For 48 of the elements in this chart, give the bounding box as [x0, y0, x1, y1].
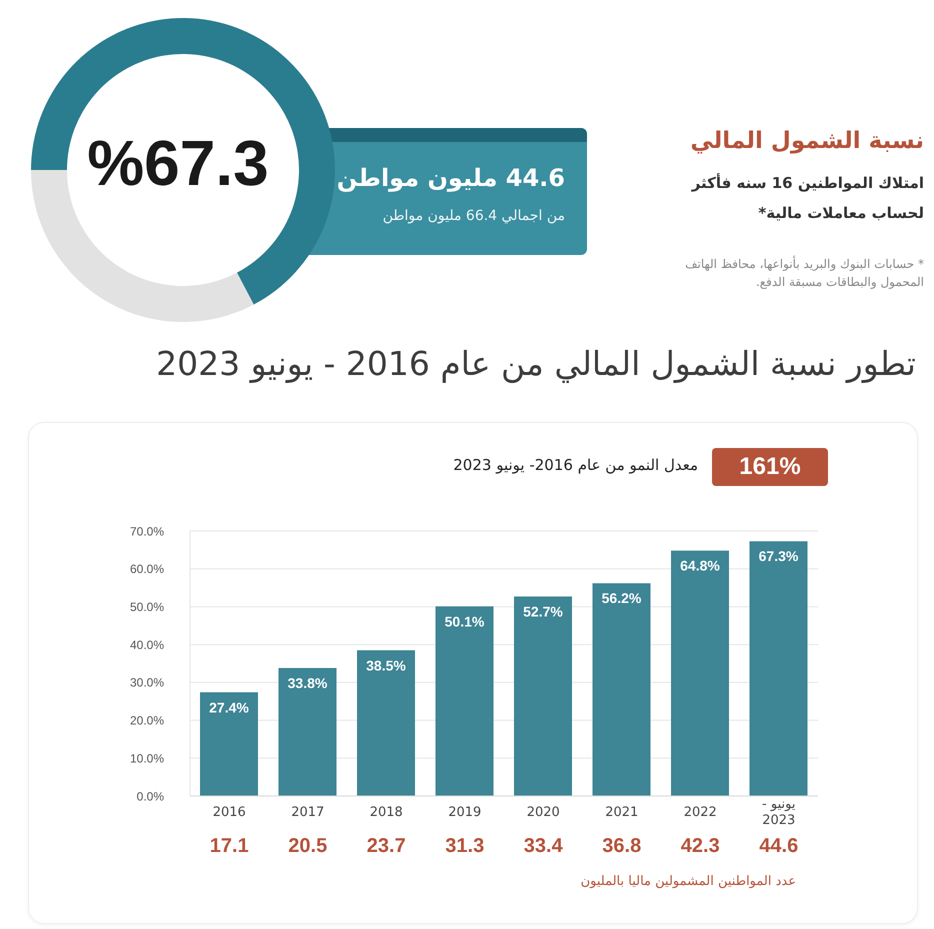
bar: [278, 668, 336, 796]
y-tick-label: 0.0%: [136, 789, 164, 804]
y-tick-label: 10.0%: [130, 751, 164, 766]
donut-slice: [31, 18, 335, 305]
data-label: 52.7%: [523, 603, 564, 620]
bar: [592, 583, 650, 796]
bar: [357, 650, 415, 796]
bar: [200, 692, 258, 796]
text: 23.7: [366, 835, 407, 858]
bar: [436, 606, 494, 796]
x-tick-label: 2020: [526, 805, 560, 820]
data-label: 27.4%: [209, 699, 250, 716]
x-tick-label: 2019: [448, 805, 482, 820]
x-tick-label: 2017: [291, 805, 324, 820]
y-tick-label: 60.0%: [130, 562, 164, 576]
data-label: 56.2%: [602, 590, 642, 606]
text: 20.5: [287, 835, 328, 858]
text: 44.6: [758, 835, 800, 858]
text: 161%: [712, 448, 828, 486]
x-tick-label: 2021: [605, 805, 638, 820]
y-tick-label: 40.0%: [130, 638, 164, 652]
x-tick-label: 2018: [370, 805, 403, 820]
bar: [671, 550, 729, 796]
chart-subtitle: معدل النمو من عام 2016- يونيو 2023: [453, 456, 698, 474]
data-label: 64.8%: [680, 558, 720, 574]
data-label: 38.5%: [366, 657, 406, 674]
data-label: 33.8%: [288, 675, 328, 692]
y-tick-label: 30.0%: [130, 676, 164, 690]
text: 36.8: [601, 835, 642, 858]
x-tick-label: 2022: [684, 805, 717, 820]
data-label: 67.3%: [758, 548, 799, 564]
text: 31.3: [444, 835, 486, 858]
bar: [750, 541, 808, 796]
data-label: 50.1%: [444, 613, 485, 630]
y-tick-label: 50.0%: [130, 600, 164, 614]
data-label: %67.3: [86, 126, 270, 201]
y-tick-label: 70.0%: [130, 524, 164, 538]
chart-title: تطور نسبة الشمول المالي من عام 2016 - يونيو 2023: [156, 344, 916, 383]
bar: [514, 596, 572, 796]
text: نسبة الشمول المالي: [690, 128, 924, 154]
text: 17.1: [208, 835, 250, 858]
text: عدد المواطنين المشمولين ماليا بالمليون: [580, 874, 796, 889]
text: 42.3: [680, 835, 721, 858]
x-tick-label: 2016: [212, 805, 246, 820]
y-tick-label: 20.0%: [130, 714, 164, 728]
text: * حسابات البنوك والبريد بأنواعها، محافظ الهاتف المحمول والبطاقات مسبقة الدفع.: [684, 255, 924, 291]
text: 33.4: [522, 835, 564, 858]
text: امتلاك المواطنين 16 سنه فأكثر لحساب معاملات مالية*: [690, 172, 924, 224]
